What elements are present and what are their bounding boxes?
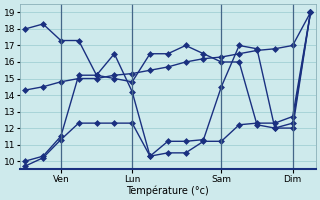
X-axis label: Température (°c): Température (°c) [126, 185, 209, 196]
